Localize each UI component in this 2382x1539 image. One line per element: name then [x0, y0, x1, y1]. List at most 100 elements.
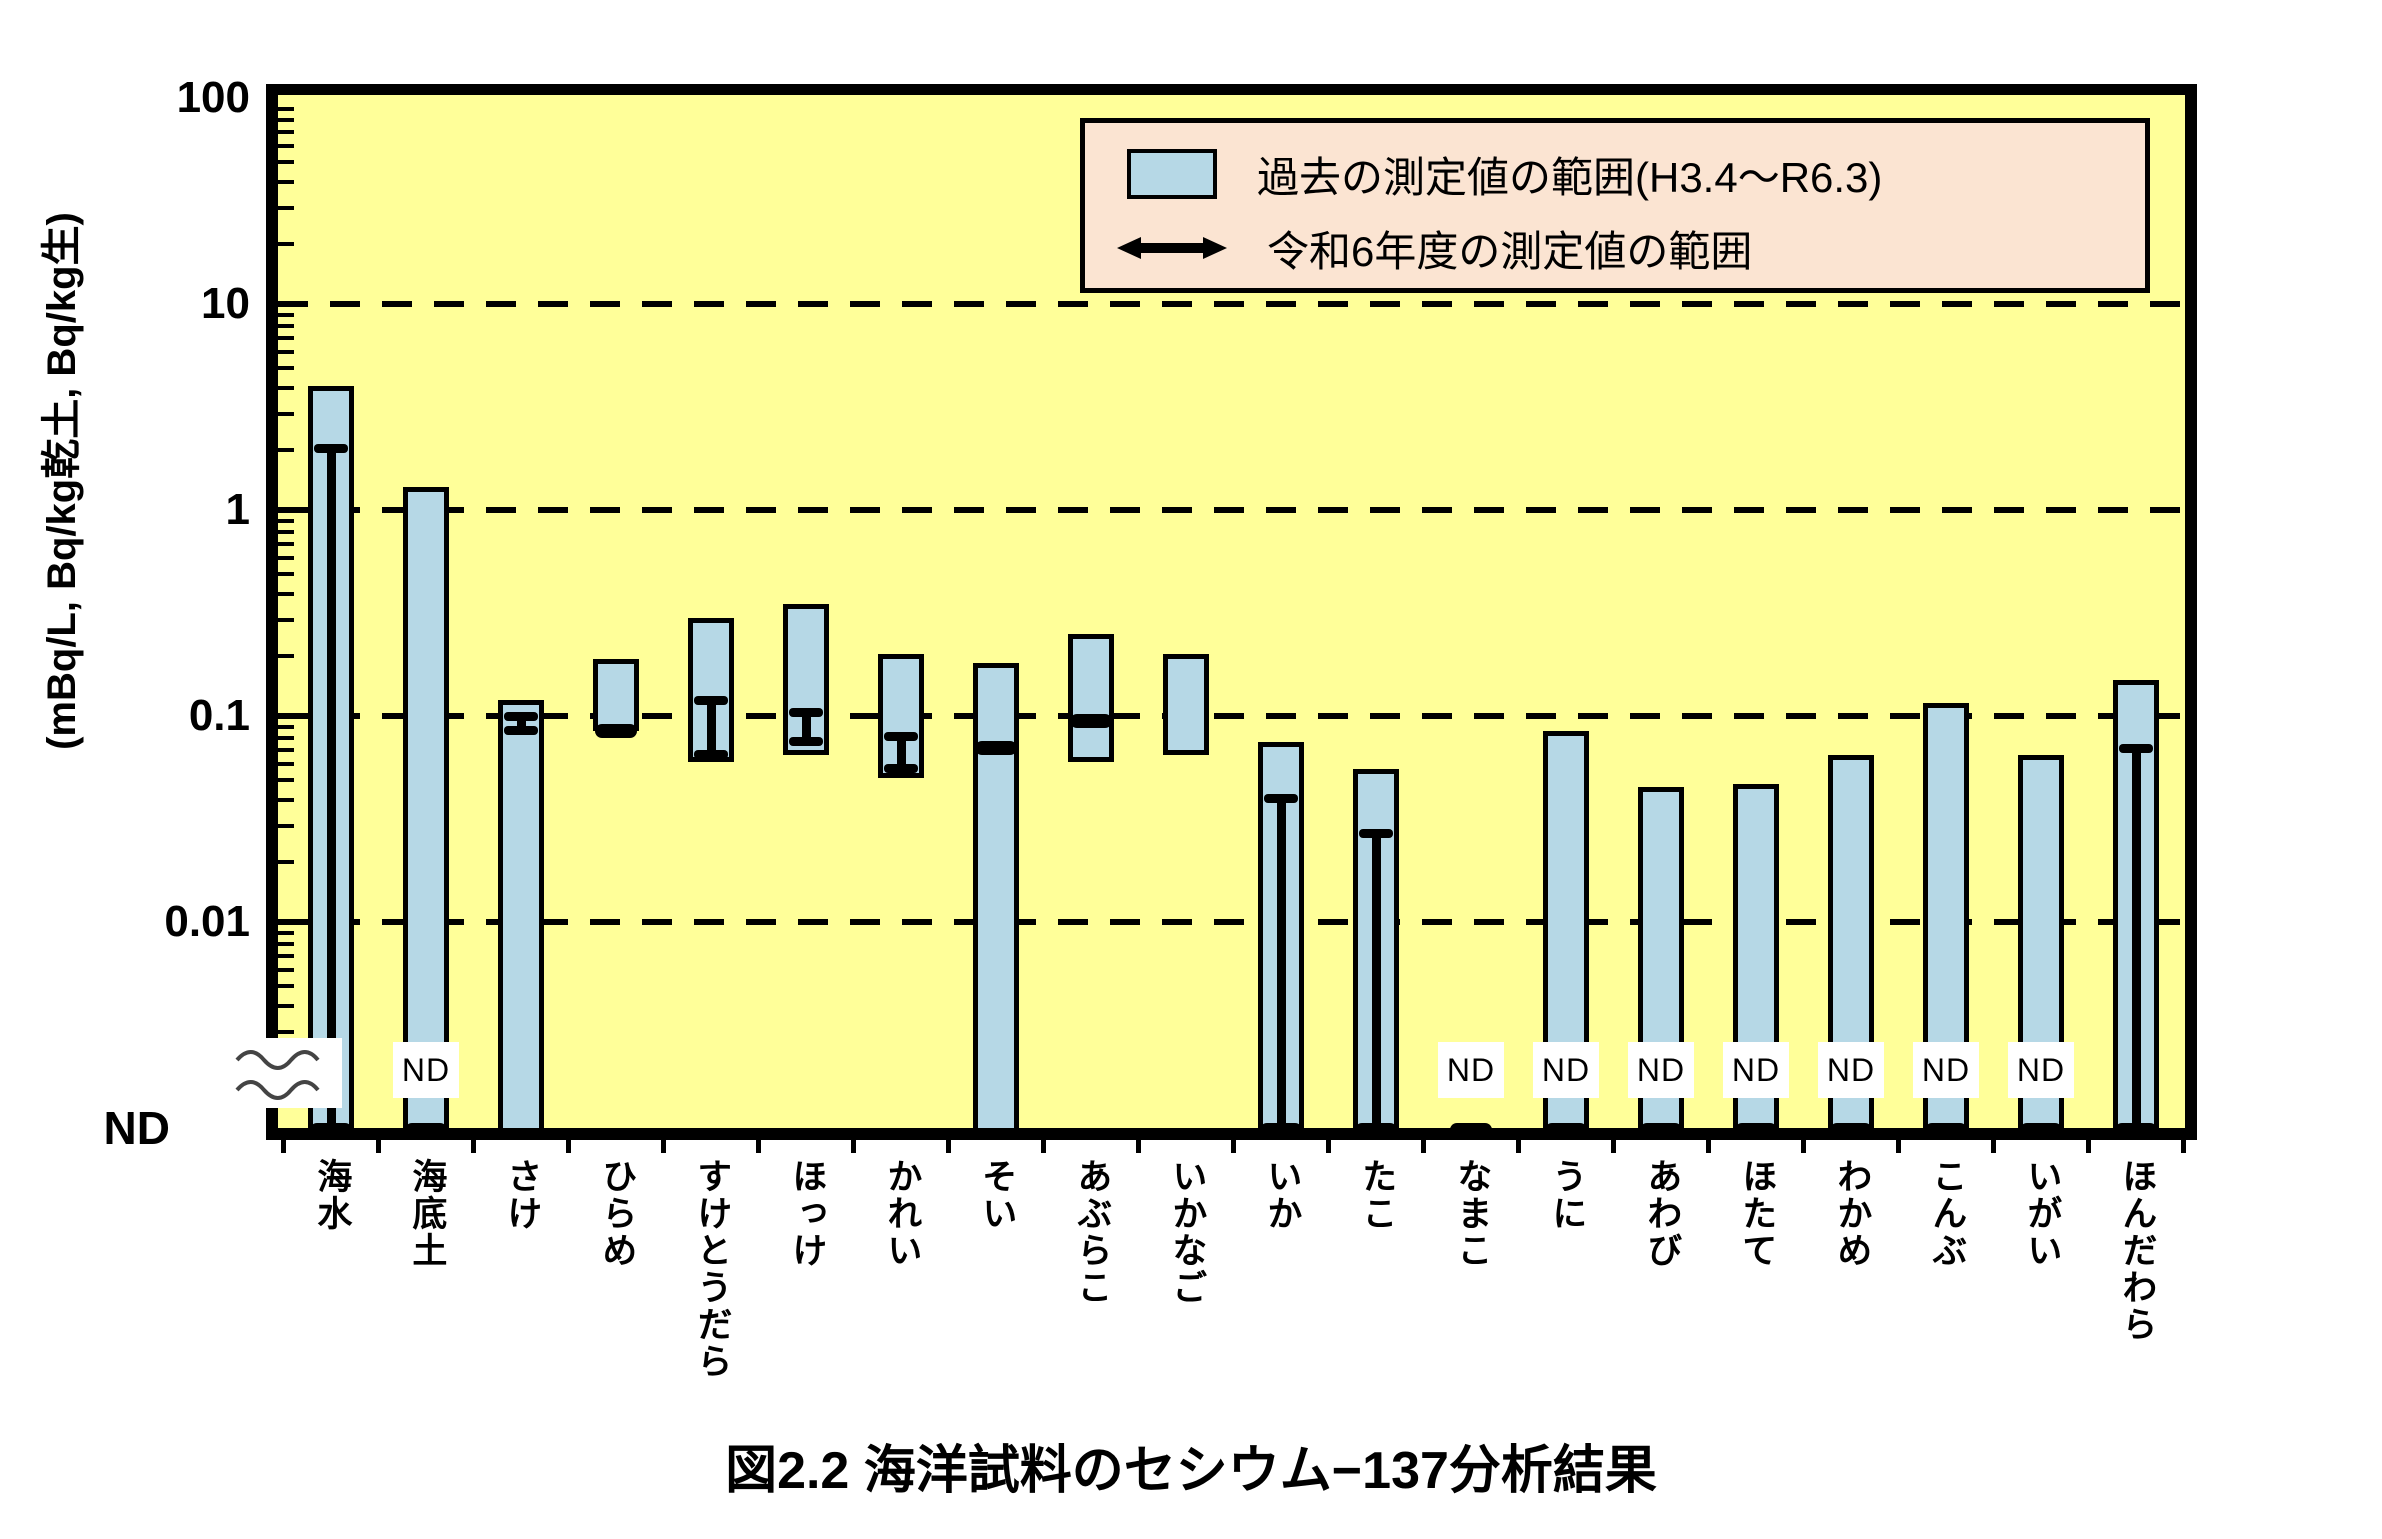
y-minor-tick [278, 555, 294, 560]
y-minor-tick [278, 447, 294, 452]
x-axis-tick [471, 1140, 476, 1153]
r6-range-cap-top [1264, 793, 1298, 803]
x-category-label: ほんだわら [2117, 1158, 2157, 1343]
r6-range-cap-bottom [504, 725, 538, 735]
x-category-label: かれい [882, 1158, 922, 1269]
r6-nd-marker [1260, 1123, 1302, 1137]
r6-range-line [516, 716, 526, 731]
nd-label: ND [393, 1042, 459, 1098]
r6-range-line [1276, 797, 1286, 1134]
y-minor-tick [278, 129, 294, 134]
x-category-label: たこ [1357, 1158, 1397, 1232]
r6-range-cap-top [884, 731, 918, 741]
x-category-label: 海底土 [407, 1158, 447, 1269]
x-category-label: なまこ [1452, 1158, 1492, 1269]
y-minor-tick [278, 797, 294, 802]
y-minor-tick [278, 953, 294, 958]
y-minor-tick [278, 967, 294, 972]
x-axis-tick [1801, 1140, 1806, 1153]
y-minor-tick [278, 941, 294, 946]
x-axis-tick [1136, 1140, 1141, 1153]
axis-break-icon [232, 1038, 342, 1108]
nd-label: ND [1438, 1042, 1504, 1098]
past-range-bar [593, 658, 639, 731]
r6-range-cap-top [2119, 743, 2153, 753]
r6-range-cap-top [504, 712, 538, 721]
y-minor-tick [278, 205, 294, 210]
y-minor-tick [278, 859, 294, 864]
r6-nd-marker [310, 1123, 352, 1137]
y-minor-tick [278, 313, 294, 318]
r6-range-cap-top [694, 695, 728, 705]
x-axis-tick [1991, 1140, 1996, 1153]
x-axis-tick [756, 1140, 761, 1153]
gridline-10 [278, 301, 2185, 307]
r6-range-cap-bottom [789, 736, 823, 746]
x-axis-tick [1611, 1140, 1616, 1153]
y-tick-label: 0.1 [188, 691, 250, 740]
past-range-bar [403, 486, 449, 1136]
x-axis-tick [1326, 1140, 1331, 1153]
y-minor-tick [278, 1003, 294, 1008]
r6-point-marker [975, 740, 1017, 755]
y-minor-tick [278, 241, 294, 246]
r6-nd-marker [1830, 1123, 1872, 1137]
y-axis-title: (mBq/L, Bq/kg乾土, Bq/kg生) [40, 212, 84, 750]
past-range-bar [1068, 634, 1114, 762]
y-minor-tick [278, 519, 294, 524]
r6-range-line [2131, 747, 2141, 1134]
plot-border-right [2185, 84, 2197, 1140]
y-minor-tick [278, 411, 294, 416]
r6-range-cap-top [789, 707, 823, 717]
y-minor-tick [278, 591, 294, 596]
r6-nd-marker [1545, 1123, 1587, 1137]
gridline-1 [278, 507, 2185, 513]
r6-nd-marker [2020, 1123, 2062, 1137]
y-minor-tick [278, 725, 294, 730]
y-minor-tick [278, 541, 294, 546]
legend: 過去の測定値の範囲(H3.4～R6.3) 令和6年度の測定値の範囲 [1080, 118, 2150, 293]
y-minor-tick [278, 107, 294, 112]
y-minor-tick [278, 778, 294, 782]
double-arrow-icon [1117, 237, 1227, 259]
y-minor-tick [278, 747, 294, 752]
x-category-label: さけ [502, 1158, 542, 1232]
nd-label: ND [1913, 1042, 1979, 1098]
y-minor-tick [278, 984, 294, 988]
axis-break-mask [232, 1038, 342, 1108]
y-minor-tick [278, 735, 294, 740]
x-axis-tick [851, 1140, 856, 1153]
x-category-label: すけとうだら [692, 1158, 732, 1380]
x-axis-tick [1706, 1140, 1711, 1153]
nd-label: ND [1723, 1042, 1789, 1098]
y-minor-tick [278, 823, 294, 828]
x-category-label: ひらめ [597, 1158, 637, 1269]
legend-label-r6-range: 令和6年度の測定値の範囲 [1267, 227, 1753, 275]
x-axis-tick [946, 1140, 951, 1153]
past-range-bar [498, 699, 544, 1136]
y-minor-tick [278, 117, 294, 122]
nd-label: ND [1628, 1042, 1694, 1098]
r6-nd-marker [1735, 1123, 1777, 1137]
x-axis-tick [1421, 1140, 1426, 1153]
x-axis-tick [1896, 1140, 1901, 1153]
r6-range-cap-top [314, 443, 348, 453]
nd-label: ND [1533, 1042, 1599, 1098]
r6-nd-marker [405, 1123, 447, 1137]
y-minor-tick [278, 653, 294, 658]
x-category-label: あわび [1642, 1158, 1682, 1269]
r6-range-line [326, 447, 336, 1134]
y-axis-nd-tick-label: ND [103, 1102, 170, 1154]
plot-border-top [266, 84, 2197, 95]
y-tick-label: 1 [225, 485, 250, 534]
r6-range-cap-bottom [694, 749, 728, 759]
x-axis-tick [1516, 1140, 1521, 1153]
r6-point-marker [1070, 713, 1112, 728]
y-minor-tick [278, 323, 294, 328]
r6-range-line [896, 735, 906, 770]
gridline-0.1 [278, 713, 2185, 719]
y-minor-tick [278, 160, 294, 164]
r6-range-line [801, 711, 811, 742]
x-axis-tick [2181, 1140, 2186, 1153]
